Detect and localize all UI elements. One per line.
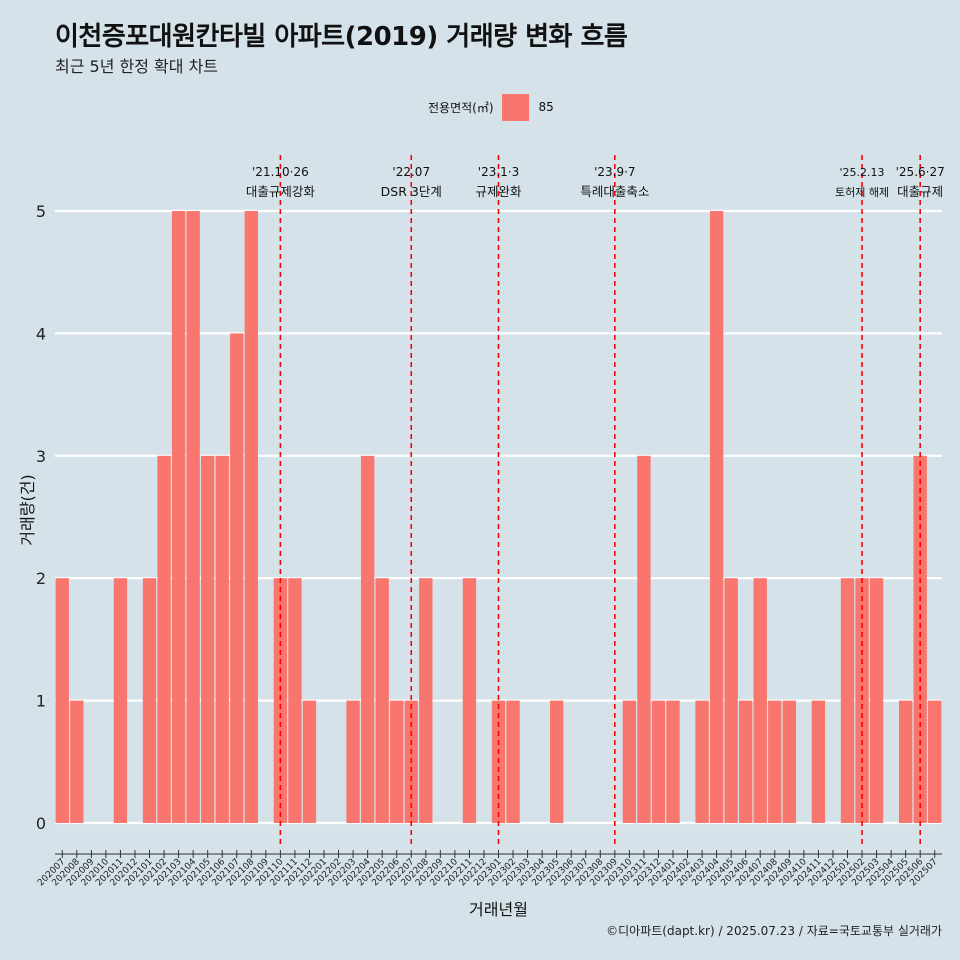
- bar: [273, 578, 288, 823]
- event-date-label: '23.1·3: [478, 165, 519, 179]
- bar: [55, 578, 69, 823]
- event-label: 대출규제강화: [246, 184, 316, 199]
- bar: [157, 455, 171, 823]
- y-tick-label: 2: [36, 569, 46, 588]
- y-tick-label: 5: [36, 202, 46, 221]
- bar: [288, 578, 302, 823]
- bar: [898, 700, 913, 823]
- event-date-label: '25.6·27: [896, 165, 945, 179]
- bar: [724, 578, 738, 823]
- bar: [244, 211, 258, 823]
- bar: [506, 700, 520, 823]
- bar: [142, 578, 157, 823]
- y-tick-label: 0: [36, 814, 46, 833]
- bar: [201, 455, 215, 823]
- y-tick-label: 4: [36, 324, 46, 343]
- bar: [739, 700, 753, 823]
- event-date-label: '21.10·26: [252, 165, 309, 179]
- bar: [549, 700, 564, 823]
- chart-subtitle: 최근 5년 한정 확대 차트: [55, 57, 219, 76]
- bar: [70, 700, 84, 823]
- event-date-label: '25.2.13: [840, 166, 885, 179]
- chart-title: 이천증포대원칸타빌 아파트(2019) 거래량 변화 흐름: [55, 22, 628, 52]
- event-label: 대출규제: [897, 184, 943, 199]
- bar: [171, 211, 186, 823]
- bar: [390, 700, 404, 823]
- bar: [855, 578, 869, 823]
- bar: [811, 700, 826, 823]
- bar: [186, 211, 200, 823]
- event-label: 규제완화: [475, 184, 522, 199]
- bar: [622, 700, 637, 823]
- bar: [768, 700, 782, 823]
- event-date-label: '23.9·7: [594, 165, 635, 179]
- bar: [419, 578, 433, 823]
- bar: [360, 455, 375, 823]
- bar: [695, 700, 709, 823]
- bar: [302, 700, 317, 823]
- event-date-label: '22.07: [392, 165, 430, 179]
- bar: [215, 455, 229, 823]
- bar: [637, 455, 651, 823]
- event-label: DSR 3단계: [381, 184, 442, 199]
- bar: [230, 333, 244, 823]
- legend: 전용면적(㎡) 85: [428, 93, 554, 121]
- bar: [840, 578, 855, 823]
- bar: [782, 700, 796, 823]
- legend-label: 85: [538, 100, 554, 114]
- bar: [753, 578, 767, 823]
- event-label: 특례대출축소: [580, 184, 649, 199]
- x-axis-title: 거래년월: [469, 900, 528, 919]
- source-caption: ©디아파트(dapt.kr) / 2025.07.23 / 자료=국토교통부 실…: [606, 924, 942, 938]
- legend-swatch: [501, 93, 529, 121]
- bar: [346, 700, 360, 823]
- bar: [666, 700, 680, 823]
- bar: [869, 578, 884, 823]
- y-axis-title: 거래량(건): [18, 474, 37, 545]
- bar: [709, 211, 724, 823]
- bar: [928, 700, 942, 823]
- y-tick-label: 3: [36, 447, 46, 466]
- event-label: 토허제 해제: [835, 185, 889, 199]
- bar: [651, 700, 666, 823]
- bar: [913, 455, 927, 823]
- bar: [375, 578, 389, 823]
- bar: [113, 578, 128, 823]
- legend-title: 전용면적(㎡): [428, 100, 494, 115]
- y-tick-label: 1: [36, 692, 46, 711]
- bar: [462, 578, 477, 823]
